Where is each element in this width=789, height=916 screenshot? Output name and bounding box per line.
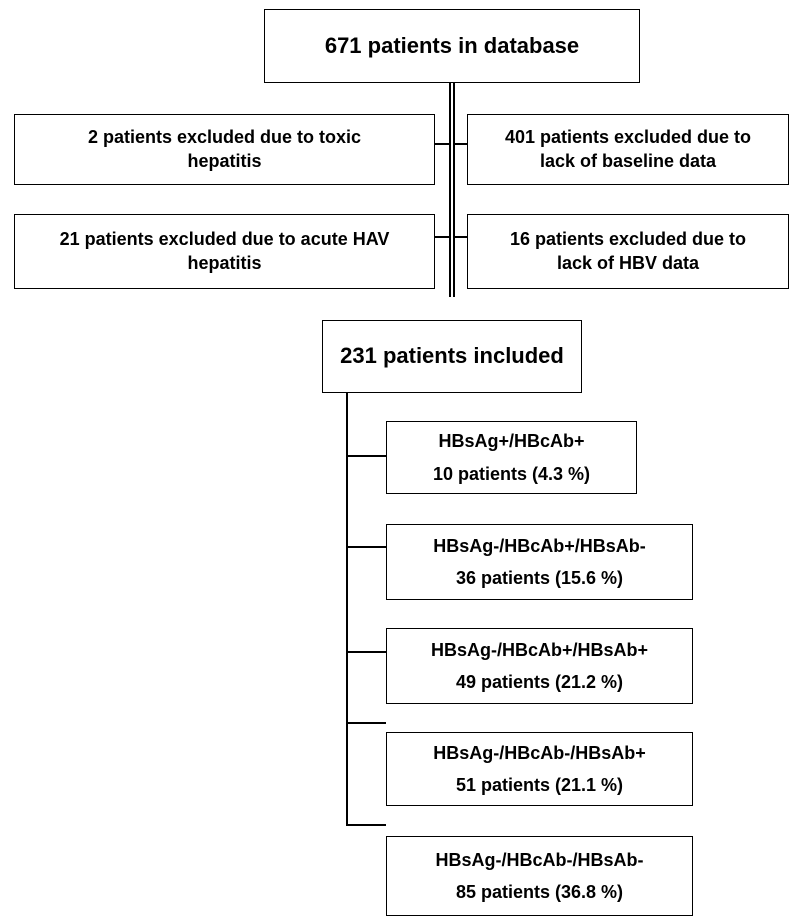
subgroup-box: HBsAg-/HBcAb-/HBsAb+ 51 patients (21.1 %…	[386, 732, 693, 806]
connector-excl-1	[435, 143, 449, 145]
exclusion-label-line: 2 patients excluded due to toxic	[88, 126, 361, 149]
subgroup-count: 51 patients (21.1 %)	[456, 769, 623, 801]
connector-excl-3	[435, 236, 449, 238]
exclusion-label-line: lack of baseline data	[540, 150, 716, 173]
exclusion-label-line: 401 patients excluded due to	[505, 126, 751, 149]
subgroup-serology: HBsAg-/HBcAb-/HBsAb-	[436, 844, 644, 876]
subgroup-box: HBsAg-/HBcAb-/HBsAb- 85 patients (36.8 %…	[386, 836, 693, 916]
exclusion-label-line: hepatitis	[187, 252, 261, 275]
subgroup-box: HBsAg-/HBcAb+/HBsAb+ 49 patients (21.2 %…	[386, 628, 693, 704]
database-label: 671 patients in database	[325, 32, 579, 61]
subgroup-box: HBsAg-/HBcAb+/HBsAb- 36 patients (15.6 %…	[386, 524, 693, 600]
subgroup-count: 85 patients (36.8 %)	[456, 876, 623, 908]
subgroup-serology: HBsAg-/HBcAb+/HBsAb-	[433, 530, 646, 562]
exclusion-box-acute-hav: 21 patients excluded due to acute HAV he…	[14, 214, 435, 289]
subgroup-count: 49 patients (21.2 %)	[456, 666, 623, 698]
connector-excl-2	[454, 143, 467, 145]
exclusion-label-line: lack of HBV data	[557, 252, 699, 275]
trunk-line-left	[449, 83, 451, 297]
subgroup-trunk-line	[346, 393, 348, 825]
database-box: 671 patients in database	[264, 9, 640, 83]
exclusion-label-line: 16 patients excluded due to	[510, 228, 746, 251]
exclusion-box-baseline-data: 401 patients excluded due to lack of bas…	[467, 114, 789, 185]
connector-sub-3	[346, 651, 386, 653]
subgroup-serology: HBsAg-/HBcAb-/HBsAb+	[433, 737, 646, 769]
subgroup-count: 36 patients (15.6 %)	[456, 562, 623, 594]
exclusion-box-toxic-hepatitis: 2 patients excluded due to toxic hepatit…	[14, 114, 435, 185]
connector-excl-4	[454, 236, 467, 238]
included-label: 231 patients included	[340, 342, 564, 371]
connector-sub-2	[346, 546, 386, 548]
included-box: 231 patients included	[322, 320, 582, 393]
connector-sub-1	[346, 455, 386, 457]
exclusion-label-line: hepatitis	[187, 150, 261, 173]
subgroup-count: 10 patients (4.3 %)	[433, 458, 590, 490]
connector-sub-4	[346, 722, 386, 724]
exclusion-label-line: 21 patients excluded due to acute HAV	[60, 228, 390, 251]
subgroup-box: HBsAg+/HBcAb+ 10 patients (4.3 %)	[386, 421, 637, 494]
subgroup-serology: HBsAg-/HBcAb+/HBsAb+	[431, 634, 648, 666]
subgroup-serology: HBsAg+/HBcAb+	[438, 425, 584, 457]
trunk-line-right	[453, 83, 455, 297]
exclusion-box-hbv-data: 16 patients excluded due to lack of HBV …	[467, 214, 789, 289]
connector-sub-5	[346, 824, 386, 826]
